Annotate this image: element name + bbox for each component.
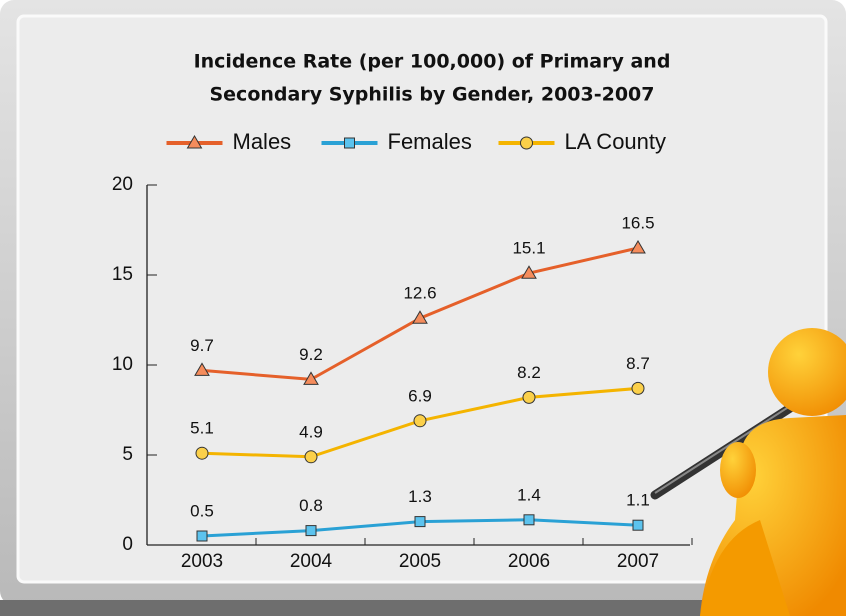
marker [521,265,537,279]
data-label: 16.5 [621,213,654,232]
marker [196,530,208,542]
chart-title: Secondary Syphilis by Gender, 2003-2007 [209,84,654,106]
board [16,14,828,584]
data-label: 1.1 [626,491,650,510]
marker [195,446,209,460]
data-label: 8.2 [517,363,541,382]
marker [344,137,355,149]
x-tick-label: 2005 [399,551,441,572]
data-label: 8.7 [626,354,650,373]
data-label: 15.1 [512,239,545,258]
marker [186,135,203,149]
x-tick-label: 2007 [617,551,659,572]
data-label: 12.6 [403,284,436,303]
figure [650,328,846,616]
data-label: 6.9 [408,386,432,405]
data-label: 9.2 [299,345,323,364]
chart-title: Incidence Rate (per 100,000) of Primary … [194,51,671,73]
marker [303,371,319,385]
data-label: 5.1 [190,419,214,438]
data-label: 9.7 [190,336,214,355]
data-label: 1.3 [408,487,432,506]
y-tick-label: 15 [112,264,133,285]
x-tick-label: 2003 [181,551,223,572]
board-shadow [0,600,846,616]
y-tick-label: 10 [112,354,133,375]
x-tick-label: 2004 [290,551,333,572]
data-label: 1.4 [517,485,541,504]
data-label: 0.5 [190,501,214,520]
y-tick-label: 5 [122,444,133,465]
x-tick-label: 2006 [508,551,550,572]
marker [631,381,645,395]
legend-label: Females [388,129,472,154]
data-label: 4.9 [299,422,323,441]
data-label: 0.8 [299,496,323,515]
marker [305,525,317,537]
marker [194,362,210,376]
y-tick-label: 0 [122,534,133,555]
y-tick-label: 20 [112,174,133,195]
marker [412,310,428,324]
legend-label: Males [233,129,292,154]
marker [520,136,533,150]
marker [414,516,426,528]
marker [632,519,644,531]
marker [630,240,646,254]
marker [413,414,427,428]
marker [522,390,536,404]
legend-label: LA County [565,129,667,154]
marker [304,450,318,464]
marker [523,514,535,526]
